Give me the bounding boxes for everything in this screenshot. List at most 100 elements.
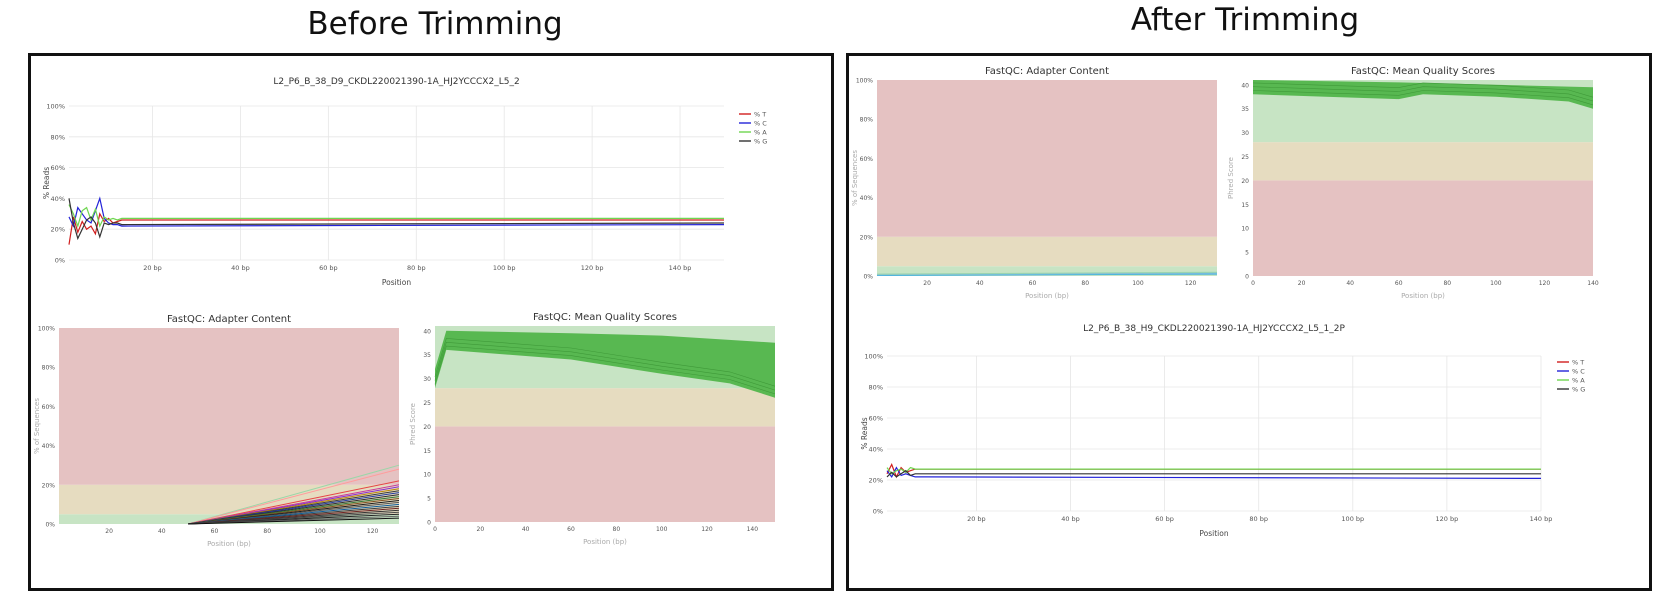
after_quality-ytick-label: 10 xyxy=(1241,226,1249,233)
before_adapter-ytick-label: 80% xyxy=(42,365,56,372)
before_seq-series-line xyxy=(68,204,724,229)
before_seq-ytick-label: 100% xyxy=(46,103,65,111)
after-trimming-panel: 0% 20% 40% 60% 80% 100% 20 40 60 80 100 120 FastQC: … xyxy=(846,53,1652,591)
before_quality-quality-line xyxy=(434,341,776,391)
after_quality-xtick-label: 20 xyxy=(1298,280,1306,287)
before_seq-chart: L2_P6_B_38_D9_CKDL220021390-1A_HJ2YCCCX2… xyxy=(42,77,767,287)
before_seq-series-line xyxy=(68,212,724,245)
before_adapter-chart: 0% 20% 40% 60% 80% 100% 20 40 60 80 100 120 FastQC: … xyxy=(33,314,400,548)
after_quality-quality-band xyxy=(1253,80,1593,109)
before_adapter-ytick-label: 0% xyxy=(45,522,55,529)
after_quality-zone-red xyxy=(1253,180,1593,276)
after_seq-ytick-label: 40% xyxy=(869,446,883,454)
after_adapter-ytick-label: 40% xyxy=(860,195,874,202)
before_seq-ytick-label: 80% xyxy=(51,133,65,141)
after_quality-ytick-label: 15 xyxy=(1241,202,1249,209)
before_quality-quality-band xyxy=(435,330,775,398)
before-trimming-title: Before Trimming xyxy=(307,6,563,42)
after_seq-ytick-label: 60% xyxy=(869,415,883,423)
before_adapter-series-line xyxy=(187,464,400,525)
before_quality-xtick-label: 0 xyxy=(433,526,437,533)
before_quality-zone-yellow xyxy=(435,388,775,427)
before_adapter-ytick-label: 100% xyxy=(38,326,55,333)
after_quality-ytick-label: 0 xyxy=(1245,274,1249,281)
after_adapter-ytick-label: 20% xyxy=(860,234,874,241)
after_quality-xtick-label: 100 xyxy=(1490,280,1502,287)
after_adapter-zone-green xyxy=(877,266,1217,276)
after_adapter-xtick-label: 40 xyxy=(976,280,984,287)
after_quality-xtick-label: 0 xyxy=(1251,280,1255,287)
before_seq-xtick-label: 60 bp xyxy=(319,264,338,272)
after_quality-zone-yellow xyxy=(1253,142,1593,181)
before-trimming-panel: L2_P6_B_38_D9_CKDL220021390-1A_HJ2YCCCX2… xyxy=(28,53,834,591)
before_quality-ytick-label: 20 xyxy=(423,424,431,431)
before_quality-ytick-label: 10 xyxy=(423,472,431,479)
after_seq-xtick-label: 100 bp xyxy=(1341,515,1364,523)
after_adapter-xlabel: Position (bp) xyxy=(1025,292,1069,300)
after_quality-xlabel: Position (bp) xyxy=(1401,292,1445,300)
after_seq-ylabel: % Reads xyxy=(860,417,869,449)
before_quality-xtick-label: 100 xyxy=(656,526,668,533)
before_seq-ytick-label: 40% xyxy=(51,195,65,203)
after_adapter-xtick-label: 80 xyxy=(1081,280,1089,287)
before_quality-xtick-label: 140 xyxy=(747,526,759,533)
before_quality-xtick-label: 60 xyxy=(567,526,575,533)
before_quality-ytick-label: 40 xyxy=(423,328,431,335)
before_quality-ytick-label: 5 xyxy=(427,496,431,503)
before_quality-title: FastQC: Mean Quality Scores xyxy=(533,312,677,323)
before_quality-xtick-label: 120 xyxy=(701,526,713,533)
before_adapter-xtick-label: 100 xyxy=(314,528,326,535)
before_adapter-series-line xyxy=(188,517,400,525)
before_adapter-xtick-label: 40 xyxy=(158,528,166,535)
before_seq-xtick-label: 140 bp xyxy=(669,264,692,272)
before_seq-xtick-label: 80 bp xyxy=(407,264,426,272)
after_quality-xtick-label: 60 xyxy=(1395,280,1403,287)
before_adapter-xtick-label: 60 xyxy=(211,528,219,535)
before_quality-ytick-label: 15 xyxy=(423,448,431,455)
after-trimming-title: After Trimming xyxy=(1130,2,1360,38)
after_adapter-xtick-label: 20 xyxy=(923,280,931,287)
before_adapter-zone-red xyxy=(59,328,399,485)
after_seq-ytick-label: 80% xyxy=(869,384,883,392)
after_seq-series-line xyxy=(886,463,1541,479)
after_seq-chart: L2_P6_B_38_H9_CKDL220021390-1A_HJ2YCCCX2… xyxy=(860,324,1585,538)
after_quality-ytick-label: 5 xyxy=(1245,250,1249,257)
before_quality-xtick-label: 40 xyxy=(522,526,530,533)
before-trimming-charts: L2_P6_B_38_D9_CKDL220021390-1A_HJ2YCCCX2… xyxy=(33,77,776,548)
after_quality-ytick-label: 20 xyxy=(1241,178,1249,185)
before_seq-xtick-label: 40 bp xyxy=(231,264,250,272)
before_seq-legend-label: % C xyxy=(754,120,767,128)
after_adapter-ytick-label: 100% xyxy=(856,78,873,85)
after_quality-xtick-label: 40 xyxy=(1346,280,1354,287)
after_quality-chart: 0 5 10 15 20 25 30 35 40 0 20 40 60 80 100 120 140 FastQC… xyxy=(1227,66,1599,300)
before_adapter-xtick-label: 20 xyxy=(105,528,113,535)
before_quality-xlabel: Position (bp) xyxy=(583,538,627,546)
after_adapter-xtick-label: 120 xyxy=(1185,280,1197,287)
before_adapter-title: FastQC: Adapter Content xyxy=(167,314,291,325)
before_seq-series-line xyxy=(68,196,725,228)
before_quality-chart: 0 5 10 15 20 25 30 35 40 0 20 40 60 80 100 120 140 FastQC… xyxy=(409,312,776,546)
before_adapter-zone-yellow xyxy=(59,484,399,515)
after_quality-ytick-label: 30 xyxy=(1241,130,1249,137)
after_adapter-ytick-label: 60% xyxy=(860,156,874,163)
before_quality-xtick-label: 20 xyxy=(477,526,485,533)
after_quality-title: FastQC: Mean Quality Scores xyxy=(1351,66,1495,77)
after_seq-series-line xyxy=(886,469,1541,478)
after_quality-ytick-label: 35 xyxy=(1241,106,1249,113)
before_adapter-ylabel: % of Sequences xyxy=(33,398,41,454)
after_quality-ylabel: Phred Score xyxy=(1227,157,1235,199)
after_seq-xtick-label: 40 bp xyxy=(1061,515,1080,523)
after_seq-ytick-label: 20% xyxy=(869,477,883,485)
after_seq-series-line xyxy=(886,466,1541,475)
after_seq-xtick-label: 20 bp xyxy=(967,515,986,523)
after_quality-xtick-label: 120 xyxy=(1539,280,1551,287)
before_seq-xtick-label: 20 bp xyxy=(143,264,162,272)
after_seq-title: L2_P6_B_38_H9_CKDL220021390-1A_HJ2YCCCX2… xyxy=(1083,324,1345,334)
before_quality-ytick-label: 0 xyxy=(427,520,431,527)
before_seq-xlabel: Position xyxy=(382,278,411,287)
after_adapter-zone-yellow xyxy=(877,236,1217,267)
after_seq-legend-label: % T xyxy=(1572,359,1584,367)
after_adapter-ylabel: % of Sequences xyxy=(851,150,859,206)
before_adapter-ytick-label: 40% xyxy=(42,443,56,450)
before_seq-xtick-label: 120 bp xyxy=(581,264,604,272)
